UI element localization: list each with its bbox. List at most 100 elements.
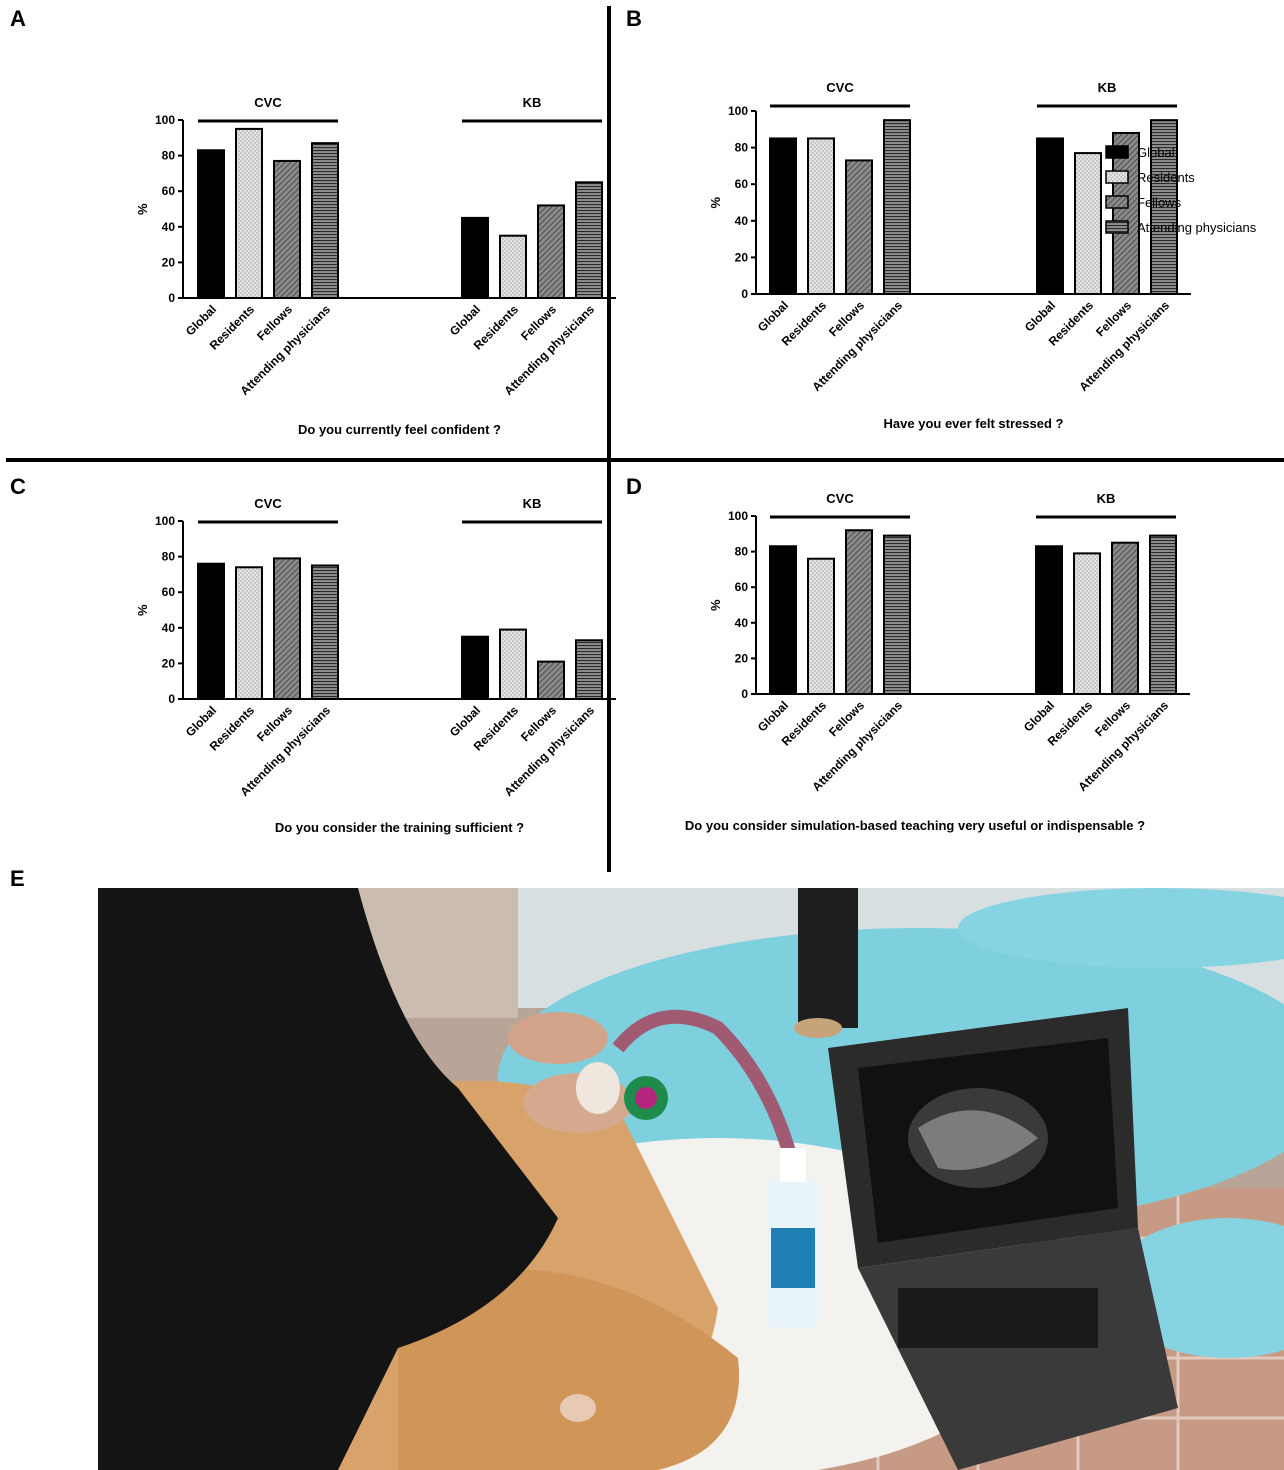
bar-cvc-residents xyxy=(807,557,835,695)
x-tick-label: Global xyxy=(1022,298,1058,334)
bar-kb-attending-physicians xyxy=(575,639,603,701)
bar-cvc-fellows xyxy=(845,159,873,295)
group-label: KB xyxy=(523,496,542,511)
group-label: KB xyxy=(523,95,542,110)
y-tick-label: 0 xyxy=(168,291,175,305)
x-tick-label: Global xyxy=(183,703,219,739)
bar-kb-attending-physicians xyxy=(1150,119,1178,296)
x-tick-label: Global xyxy=(447,302,483,338)
panel-letter-b: B xyxy=(626,6,642,31)
x-tick-label: Global xyxy=(755,698,791,734)
y-tick-label: 40 xyxy=(735,214,749,228)
panel-letter-d: D xyxy=(626,474,642,499)
group-label: CVC xyxy=(826,491,854,506)
y-tick-label: 100 xyxy=(155,514,175,528)
bar-kb-residents xyxy=(1074,152,1102,295)
legend-label: Attending physicians xyxy=(1137,220,1257,235)
y-tick-label: 60 xyxy=(162,184,176,198)
bar-kb-fellows xyxy=(1112,131,1140,295)
y-tick-label: 40 xyxy=(162,220,176,234)
bar-cvc-residents xyxy=(807,137,835,295)
bar-cvc-attending-physicians xyxy=(883,534,911,696)
bar-kb-residents xyxy=(1073,552,1101,695)
chart-panel-d: 020406080100%GlobalResidentsFellowsAtten… xyxy=(685,491,1190,833)
group-label: KB xyxy=(1098,80,1117,95)
chart-title: Do you consider simulation-based teachin… xyxy=(685,818,1145,833)
bar-cvc-global xyxy=(197,562,225,700)
group-label: KB xyxy=(1097,491,1116,506)
bar-cvc-attending-physicians xyxy=(311,564,339,700)
bar-cvc-residents xyxy=(235,566,263,701)
bar-cvc-fellows xyxy=(273,557,301,700)
legend-label: Residents xyxy=(1137,170,1195,185)
vertical-divider xyxy=(607,6,611,872)
y-tick-label: 0 xyxy=(741,687,748,701)
bar-cvc-global xyxy=(197,149,225,299)
simulation-photo-drawing xyxy=(98,888,1284,1470)
y-tick-label: 60 xyxy=(735,580,749,594)
y-tick-label: 80 xyxy=(162,550,176,564)
chart-title: Do you currently feel confident ? xyxy=(298,422,501,437)
chart-panel-b: 020406080100%GlobalResidentsFellowsAtten… xyxy=(708,80,1191,431)
horizontal-divider xyxy=(6,458,1284,462)
charts-canvas: 0 20 40 60 80 100% Global Residents Fellows Atten… xyxy=(135,80,1257,835)
bar-kb-attending-physicians xyxy=(575,181,603,299)
bar-kb-fellows xyxy=(537,204,565,299)
y-tick-label: 20 xyxy=(162,656,176,670)
legend-label: Fellows xyxy=(1137,195,1182,210)
y-tick-label: 60 xyxy=(162,585,176,599)
group-label: CVC xyxy=(254,496,282,511)
chart-title: Have you ever felt stressed ? xyxy=(884,416,1064,431)
legend-swatch xyxy=(1105,145,1129,159)
bar-kb-fellows xyxy=(537,660,565,700)
y-tick-label: 0 xyxy=(168,692,175,706)
y-axis-label: % xyxy=(708,599,723,611)
bar-kb-global xyxy=(1035,545,1063,696)
legend-label: Global xyxy=(1137,145,1175,160)
legend-swatch xyxy=(1105,220,1129,234)
x-tick-label: Global xyxy=(447,703,483,739)
y-tick-label: 80 xyxy=(735,545,749,559)
bar-kb-global xyxy=(1036,137,1064,295)
panel-letter-a: A xyxy=(10,6,26,31)
panel-letter-e: E xyxy=(10,866,25,891)
y-tick-label: 20 xyxy=(735,250,749,264)
y-axis-label: % xyxy=(135,203,150,215)
x-tick-label: Global xyxy=(183,302,219,338)
legend-swatch xyxy=(1105,170,1129,184)
bar-kb-residents xyxy=(499,234,527,299)
y-tick-label: 60 xyxy=(735,177,749,191)
bar-cvc-attending-physicians xyxy=(311,142,339,299)
bar-kb-global xyxy=(461,635,489,701)
bar-cvc-fellows xyxy=(845,529,873,695)
chart-panel-c: 020406080100%GlobalResidentsFellowsAtten… xyxy=(135,496,616,835)
x-tick-label: Global xyxy=(755,298,791,334)
legend: Global Residents Fellows Attending physicia… xyxy=(1105,145,1257,235)
bar-cvc-attending-physicians xyxy=(883,119,911,296)
y-tick-label: 20 xyxy=(162,255,176,269)
bar-cvc-global xyxy=(769,137,797,295)
x-tick-label: Global xyxy=(1021,698,1057,734)
bar-kb-global xyxy=(461,216,489,299)
panel-letter-c: C xyxy=(10,474,26,499)
bar-kb-fellows xyxy=(1111,541,1139,696)
legend-swatch xyxy=(1105,195,1129,209)
chart-title: Do you consider the training sufficient … xyxy=(275,820,524,835)
bar-cvc-fellows xyxy=(273,159,301,299)
group-label: CVC xyxy=(254,95,282,110)
group-label: CVC xyxy=(826,80,854,95)
y-tick-label: 0 xyxy=(741,287,748,301)
y-tick-label: 80 xyxy=(735,141,749,155)
y-tick-label: 40 xyxy=(162,621,176,635)
simulation-photo xyxy=(98,888,1284,1470)
chart-panel-a: 020406080100%GlobalResidentsFellowsAtten… xyxy=(135,95,616,437)
y-tick-label: 100 xyxy=(728,509,748,523)
y-axis-label: % xyxy=(135,604,150,616)
bar-kb-residents xyxy=(499,628,527,701)
bar-cvc-residents xyxy=(235,127,263,299)
y-tick-label: 100 xyxy=(728,104,748,118)
y-axis-label: % xyxy=(708,197,723,209)
bar-kb-attending-physicians xyxy=(1149,534,1177,696)
y-tick-label: 80 xyxy=(162,149,176,163)
y-tick-label: 100 xyxy=(155,113,175,127)
